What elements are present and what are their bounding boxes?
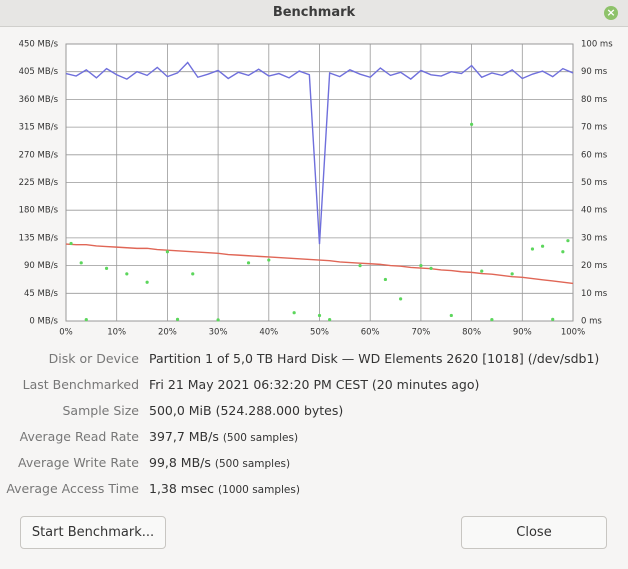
y-tick-label: 315 MB/s (19, 123, 59, 133)
y-tick-label: 45 MB/s (24, 289, 59, 299)
benchmark-chart: 0 MB/s 45 MB/s 90 MB/s 135 MB/s 180 MB/s 225 … (19, 40, 614, 338)
detail-note: (1000 samples) (218, 484, 300, 496)
detail-label: Average Access Time (6, 481, 139, 496)
x-tick-label: 70% (411, 328, 430, 338)
x-tick-label: 40% (259, 328, 278, 338)
detail-value-group: 397,7 MB/s (500 samples) (149, 429, 298, 444)
y-tick-label: 270 MB/s (19, 150, 59, 160)
access-time-point (328, 318, 332, 322)
access-time-point (566, 239, 570, 243)
detail-label: Average Read Rate (19, 429, 139, 444)
detail-row: Average Access Time 1,38 msec (1000 sampl… (0, 481, 628, 501)
x-tick-label: 0% (59, 328, 73, 338)
detail-value: 99,8 MB/s (149, 455, 211, 470)
access-time-point (145, 280, 149, 284)
detail-row: Disk or Device Partition 1 of 5,0 TB Hard… (0, 351, 628, 371)
access-time-point (358, 264, 362, 268)
detail-note: (500 samples) (214, 458, 291, 470)
y2-tick-label: 0 ms (581, 317, 602, 327)
close-button[interactable]: Close (461, 516, 607, 549)
access-time-point (175, 317, 180, 321)
access-time-point (399, 297, 403, 301)
access-time-point (510, 272, 514, 276)
detail-note: (500 samples) (222, 432, 299, 444)
y2-tick-label: 20 ms (581, 261, 608, 271)
access-time-point (490, 318, 494, 322)
y2-tick-label: 40 ms (581, 206, 608, 216)
detail-value: 500,0 MiB (524.288.000 bytes) (149, 403, 344, 418)
detail-value: Partition 1 of 5,0 TB Hard Disk — WD Ele… (149, 351, 600, 366)
x-tick-label: 50% (310, 328, 329, 338)
access-time-point (69, 241, 73, 246)
rate-line (65, 243, 574, 285)
access-time-point (561, 250, 565, 254)
access-time-point (104, 266, 109, 270)
y2-tick-label: 70 ms (581, 123, 608, 133)
y2-tick-label: 50 ms (581, 178, 608, 188)
access-time-point (165, 250, 169, 254)
y-tick-label: 0 MB/s (29, 317, 58, 327)
rate-line (65, 61, 574, 245)
y2-tick-label: 80 ms (581, 95, 608, 105)
title-bar: Benchmark × (0, 0, 628, 27)
detail-label: Average Write Rate (18, 455, 139, 470)
start-benchmark-button[interactable]: Start Benchmark... (20, 516, 166, 549)
access-time-point (530, 247, 535, 251)
access-time-point (470, 122, 474, 126)
detail-label: Last Benchmarked (22, 377, 139, 392)
y2-tick-label: 30 ms (581, 233, 608, 243)
access-time-point (246, 261, 251, 265)
y2-tick-label: 10 ms (581, 289, 608, 299)
detail-row: Sample Size 500,0 MiB (524.288.000 bytes) (0, 403, 628, 423)
x-tick-label: 80% (462, 328, 481, 338)
y-tick-label: 90 MB/s (24, 261, 59, 271)
access-time-point (292, 311, 296, 315)
y2-tick-label: 60 ms (581, 150, 608, 160)
y-tick-label: 135 MB/s (19, 233, 59, 243)
detail-value-group: Fri 21 May 2021 06:32:20 PM CEST (20 min… (149, 377, 479, 392)
y2-tick-label: 90 ms (581, 67, 608, 77)
x-tick-label: 10% (107, 328, 126, 338)
access-time-point (480, 269, 484, 273)
access-time-point (383, 277, 388, 282)
detail-value-group: 99,8 MB/s (500 samples) (149, 455, 290, 470)
detail-value-group: 500,0 MiB (524.288.000 bytes) (149, 403, 343, 418)
detail-label: Sample Size (62, 403, 139, 418)
detail-value: 1,38 msec (149, 481, 215, 496)
access-time-point (551, 317, 555, 321)
access-time-point (267, 258, 271, 262)
y-tick-label: 360 MB/s (19, 95, 59, 105)
detail-value: Fri 21 May 2021 06:32:20 PM CEST (20 min… (149, 377, 480, 392)
access-time-point (191, 272, 195, 276)
x-tick-label: 20% (158, 328, 177, 338)
window-title: Benchmark (272, 5, 356, 20)
detail-value-group: Partition 1 of 5,0 TB Hard Disk — WD Ele… (149, 351, 599, 366)
access-time-point (79, 261, 83, 265)
close-window-button[interactable]: × (604, 6, 618, 20)
y-tick-label: 225 MB/s (19, 178, 59, 188)
y-tick-label: 405 MB/s (19, 67, 59, 77)
detail-row: Last Benchmarked Fri 21 May 2021 06:32:20… (0, 377, 628, 397)
y-tick-label: 450 MB/s (19, 40, 59, 50)
detail-row: Average Read Rate 397,7 MB/s (500 samples… (0, 429, 628, 449)
access-time-point (84, 318, 88, 322)
x-tick-label: 90% (513, 328, 532, 338)
detail-value: 397,7 MB/s (149, 429, 219, 444)
access-time-point (449, 313, 453, 318)
detail-label: Disk or Device (48, 351, 139, 366)
access-time-point (540, 244, 545, 248)
y2-tick-label: 100 ms (581, 40, 613, 50)
detail-value-group: 1,38 msec (1000 samples) (149, 481, 300, 496)
y-tick-label: 180 MB/s (19, 206, 59, 216)
x-tick-label: 30% (209, 328, 228, 338)
access-time-point (429, 266, 433, 270)
detail-row: Average Write Rate 99,8 MB/s (500 samples… (0, 455, 628, 475)
access-time-point (317, 313, 322, 318)
x-tick-label: 100% (561, 328, 585, 338)
x-tick-label: 60% (361, 328, 380, 338)
access-time-point (216, 318, 220, 322)
access-time-point (125, 272, 129, 276)
access-time-point (419, 264, 423, 268)
